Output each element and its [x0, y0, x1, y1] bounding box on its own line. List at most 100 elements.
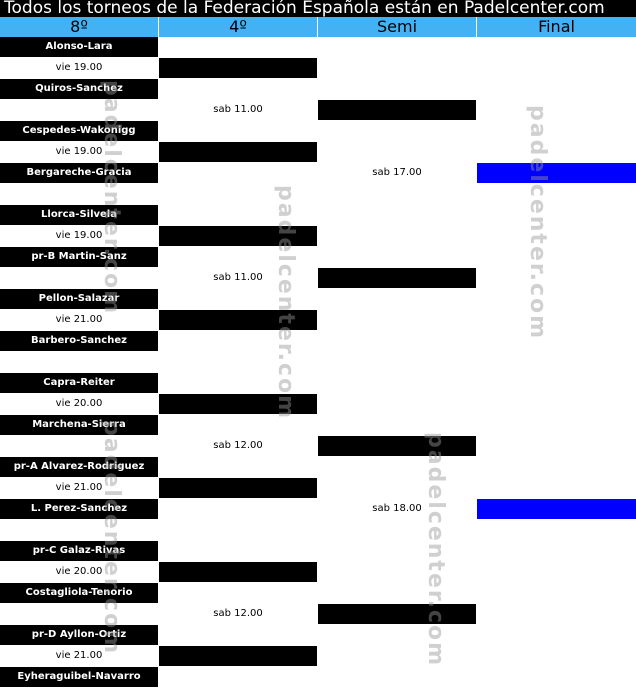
match-time: vie 20.00	[0, 562, 158, 582]
bracket-row: vie 19.00	[0, 58, 636, 79]
round-headers: 8º 4º Semi Final	[0, 17, 636, 37]
empty-cell	[318, 520, 476, 540]
empty-cell	[318, 457, 476, 477]
empty-cell	[0, 436, 158, 456]
bracket-line	[318, 604, 476, 624]
round-header-semi: Semi	[318, 17, 476, 37]
empty-cell	[477, 373, 636, 393]
match-time: vie 19.00	[0, 142, 158, 162]
match-time: vie 21.00	[0, 310, 158, 330]
team-name: Bergareche-Gracia	[0, 163, 158, 183]
empty-cell	[159, 184, 317, 204]
round-header-8: 8º	[0, 17, 158, 37]
empty-cell	[477, 37, 636, 57]
match-time: vie 19.00	[0, 58, 158, 78]
bracket-line	[159, 478, 317, 498]
empty-cell	[318, 205, 476, 225]
round-header-final: Final	[477, 17, 636, 37]
empty-cell	[477, 331, 636, 351]
empty-cell	[318, 58, 476, 78]
team-name: pr-D Ayllon-Ortiz	[0, 625, 158, 645]
bracket-row: Marchena-Sierra	[0, 415, 636, 436]
bracket-row: sab 12.00	[0, 604, 636, 625]
empty-cell	[477, 352, 636, 372]
match-time: sab 11.00	[159, 268, 317, 288]
bracket-line	[159, 646, 317, 666]
empty-cell	[159, 205, 317, 225]
empty-cell	[0, 184, 158, 204]
empty-cell	[0, 604, 158, 624]
bracket-line	[159, 394, 317, 414]
bracket-row: vie 21.00	[0, 310, 636, 331]
bracket-row: Barbero-Sanchez	[0, 331, 636, 352]
empty-cell	[318, 415, 476, 435]
bracket-row: pr-A Alvarez-Rodriguez	[0, 457, 636, 478]
bracket-row	[0, 352, 636, 373]
match-time: vie 21.00	[0, 646, 158, 666]
empty-cell	[477, 79, 636, 99]
empty-cell	[159, 667, 317, 687]
empty-cell	[318, 646, 476, 666]
team-name: Alonso-Lara	[0, 37, 158, 57]
empty-cell	[477, 604, 636, 624]
bracket-row: Capra-Reiter	[0, 373, 636, 394]
empty-cell	[318, 541, 476, 561]
bracket-line	[159, 58, 317, 78]
bracket: Alonso-Lara vie 19.00 Quiros-Sanchez sab 11…	[0, 37, 636, 688]
bracket-row: sab 11.00	[0, 100, 636, 121]
bracket-row: Costagliola-Tenorio	[0, 583, 636, 604]
match-time: sab 17.00	[318, 163, 476, 183]
empty-cell	[477, 625, 636, 645]
team-name: pr-A Alvarez-Rodriguez	[0, 457, 158, 477]
empty-cell	[318, 394, 476, 414]
bracket-line	[318, 100, 476, 120]
bracket-line	[159, 226, 317, 246]
bracket-line	[318, 436, 476, 456]
empty-cell	[477, 205, 636, 225]
empty-cell	[477, 520, 636, 540]
match-time: vie 21.00	[0, 478, 158, 498]
empty-cell	[477, 541, 636, 561]
bracket-row: sab 11.00	[0, 268, 636, 289]
empty-cell	[318, 373, 476, 393]
empty-cell	[0, 100, 158, 120]
bracket-line	[159, 142, 317, 162]
empty-cell	[318, 247, 476, 267]
empty-cell	[159, 37, 317, 57]
final-slot	[477, 499, 636, 519]
team-name: L. Perez-Sanchez	[0, 499, 158, 519]
empty-cell	[477, 226, 636, 246]
bracket-row: Quiros-Sanchez	[0, 79, 636, 100]
empty-cell	[318, 289, 476, 309]
empty-cell	[318, 352, 476, 372]
empty-cell	[477, 394, 636, 414]
empty-cell	[159, 247, 317, 267]
team-name: Cespedes-Wakonigg	[0, 121, 158, 141]
empty-cell	[477, 184, 636, 204]
empty-cell	[477, 100, 636, 120]
round-header-4: 4º	[159, 17, 317, 37]
empty-cell	[477, 310, 636, 330]
empty-cell	[318, 79, 476, 99]
empty-cell	[477, 142, 636, 162]
bracket-line	[159, 310, 317, 330]
team-name: Marchena-Sierra	[0, 415, 158, 435]
bracket-row	[0, 520, 636, 541]
empty-cell	[159, 583, 317, 603]
empty-cell	[477, 478, 636, 498]
bracket-row: Alonso-Lara	[0, 37, 636, 58]
bracket-row	[0, 184, 636, 205]
empty-cell	[318, 331, 476, 351]
match-time: sab 12.00	[159, 436, 317, 456]
page-title: Todos los torneos de la Federación Españ…	[0, 0, 636, 17]
bracket-row: pr-D Ayllon-Ortiz	[0, 625, 636, 646]
team-name: pr-B Martin-Sanz	[0, 247, 158, 267]
empty-cell	[159, 289, 317, 309]
team-name: Barbero-Sanchez	[0, 331, 158, 351]
bracket-row: vie 21.00	[0, 646, 636, 667]
empty-cell	[159, 415, 317, 435]
bracket-row: vie 20.00	[0, 562, 636, 583]
empty-cell	[477, 268, 636, 288]
empty-cell	[318, 562, 476, 582]
bracket-row: Bergareche-Gracia sab 17.00	[0, 163, 636, 184]
